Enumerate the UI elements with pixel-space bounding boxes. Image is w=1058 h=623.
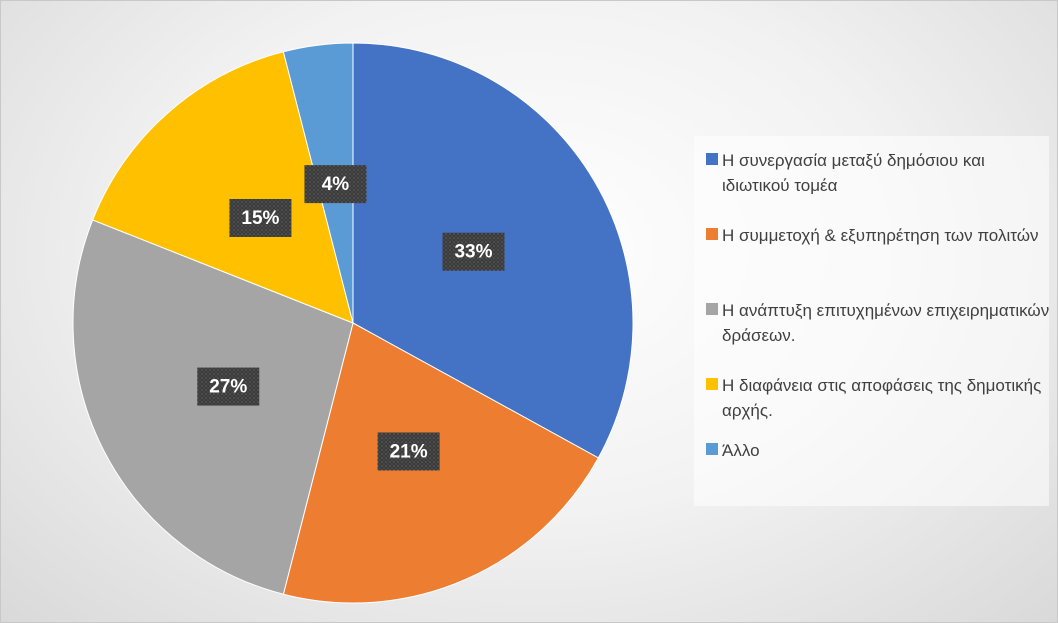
legend-item: Η συνεργασία μεταξύ δημόσιου και ιδιωτικ… <box>706 148 1057 198</box>
data-label-box <box>442 232 505 271</box>
pie-slice <box>72 219 354 595</box>
legend-label: Άλλο <box>722 441 760 460</box>
legend-swatch <box>706 443 718 455</box>
legend-swatch <box>706 228 718 240</box>
legend-label: Η ανάπτυξη επιτυχημένων επιχειρηματικών … <box>722 301 1050 345</box>
legend-swatch <box>706 378 718 390</box>
data-label: 27% <box>209 377 247 398</box>
pie-slice <box>282 322 600 604</box>
legend-item: Η ανάπτυξη επιτυχημένων επιχειρηματικών … <box>706 298 1057 348</box>
data-label: 33% <box>454 242 492 263</box>
legend-label: Η διαφάνεια στις αποφάσεις της δημοτικής… <box>722 376 1042 420</box>
pie-slice <box>92 51 354 324</box>
legend-label: Η συμμετοχή & εξυπηρέτηση των πολιτών <box>722 226 1039 245</box>
data-label: 21% <box>390 442 428 463</box>
legend-item: Η διαφάνεια στις αποφάσεις της δημοτικής… <box>706 373 1057 423</box>
data-label-box <box>377 432 440 471</box>
data-label: 15% <box>241 208 279 229</box>
legend-item: Η συμμετοχή & εξυπηρέτηση των πολιτών <box>706 223 1057 248</box>
legend-label: Η συνεργασία μεταξύ δημόσιου και ιδιωτικ… <box>722 151 985 195</box>
data-label-box <box>229 198 292 237</box>
legend-item: Άλλο <box>706 438 1057 463</box>
legend-swatch <box>706 303 718 315</box>
data-label-box <box>304 165 367 204</box>
legend-swatch <box>706 153 718 165</box>
data-label-box <box>197 367 260 406</box>
legend: Η συνεργασία μεταξύ δημόσιου και ιδιωτικ… <box>694 136 1049 506</box>
data-label: 4% <box>322 174 350 195</box>
